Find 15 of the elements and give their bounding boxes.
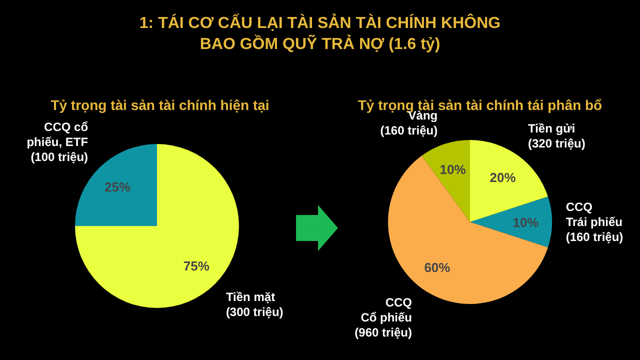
- text: 1: TÁI CƠ CẤU LẠI TÀI SẢN TÀI CHÍNH KHÔNG BAO GỒM QUỸ TRẢ NỢ (1.6 tỷ): [139, 13, 501, 53]
- slice-label: Tiền gửi (320 triệu): [528, 122, 586, 151]
- pie-slice: [470, 196, 552, 248]
- data-label: 75%: [183, 258, 210, 274]
- slice-label: CCQ cổ phiếu, ETF (100 triệu): [26, 120, 88, 164]
- data-label: 20%: [490, 170, 516, 185]
- slice-label: Tiền mặt (300 triệu): [226, 290, 284, 319]
- data-label: 60%: [424, 260, 451, 276]
- chart-subtitle: Tỷ trọng tài sản tài chính hiện tại: [50, 97, 270, 113]
- slice-label: CCQ Trái phiếu (160 triệu): [566, 200, 624, 244]
- slice-label: CCQ Cổ phiếu (960 triệu): [354, 295, 412, 340]
- data-label: 10%: [512, 215, 540, 230]
- data-label: 10%: [440, 162, 466, 177]
- data-label: 25%: [104, 180, 132, 195]
- pie-slice: [422, 140, 470, 222]
